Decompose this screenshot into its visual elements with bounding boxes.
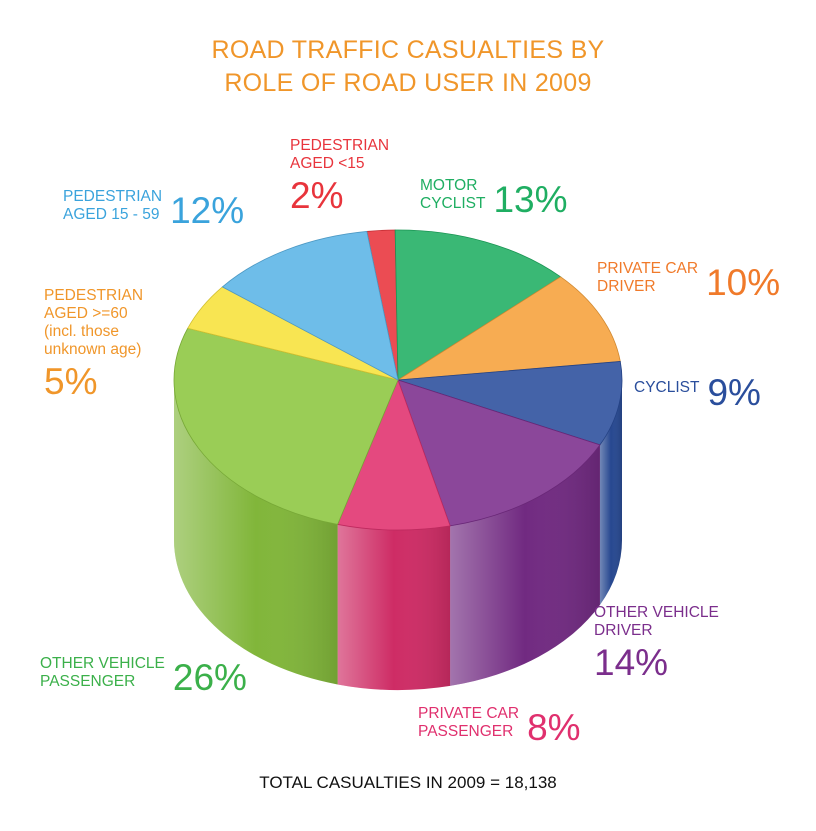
slice-category-line: OTHER VEHICLE [40,655,165,672]
pie-side-sheen [337,524,451,690]
slice-percent: 5% [44,361,97,402]
slice-category-line: CYCLIST [420,195,486,212]
pie-side-sheen [450,444,600,686]
slice-category-line: DRIVER [597,278,656,295]
pie-slice-motor-cyclist [394,229,562,381]
pie-slice-pedestrian-aged-15-59 [221,231,399,381]
slice-category-line: PEDESTRIAN [290,137,389,154]
slice-category-line: PASSENGER [418,723,513,740]
slice-percent: 9% [707,372,760,413]
pie-top-layer [173,229,623,531]
slice-category-line: DRIVER [594,622,653,639]
slice-category-line: PEDESTRIAN [44,287,143,304]
slice-category-line: AGED <15 [290,155,365,172]
slice-percent: 10% [706,262,780,303]
slice-category-line: PASSENGER [40,673,135,690]
slice-percent: 14% [594,642,668,683]
slice-percent: 12% [170,190,244,231]
slice-label-cyclist: CYCLIST 9% [634,372,761,413]
slice-percent: 26% [173,657,247,698]
pie-slice-private-car-passenger [337,378,451,531]
slice-category-line: PEDESTRIAN [63,188,162,205]
pie-slice-cyclist [397,361,623,446]
slice-category-line: OTHER VEHICLE [594,604,719,621]
slice-category-line: (incl. those [44,323,119,340]
chart-title-line-1: ROAD TRAFFIC CASUALTIES BY [211,36,604,64]
chart-title: ROAD TRAFFIC CASUALTIES BY ROLE OF ROAD … [211,36,604,97]
slice-category-line: MOTOR [420,177,477,194]
pie-slice-private-car-driver [397,276,621,381]
slice-category-line: PRIVATE CAR [597,260,698,277]
slice-percent: 8% [527,707,580,748]
slice-percent: 13% [493,179,567,220]
pie-slice-other-vehicle-passenger [173,327,399,525]
pie-side-sheen [174,380,338,685]
slice-category-line: PRIVATE CAR [418,705,519,722]
pie-slice-other-vehicle-driver [397,379,601,527]
slice-category-line: unknown age) [44,341,141,358]
slice-category-line: CYCLIST [634,379,700,396]
total-casualties-footer: TOTAL CASUALTIES IN 2009 = 18,138 [259,773,557,792]
slice-category-line: AGED 15 - 59 [63,206,160,223]
pie-side-layer [174,380,622,690]
chart-title-line-2: ROLE OF ROAD USER IN 2009 [224,69,591,97]
pie-side-sheen [599,380,622,605]
slice-percent: 2% [290,175,343,216]
slice-category-line: AGED >=60 [44,305,128,322]
